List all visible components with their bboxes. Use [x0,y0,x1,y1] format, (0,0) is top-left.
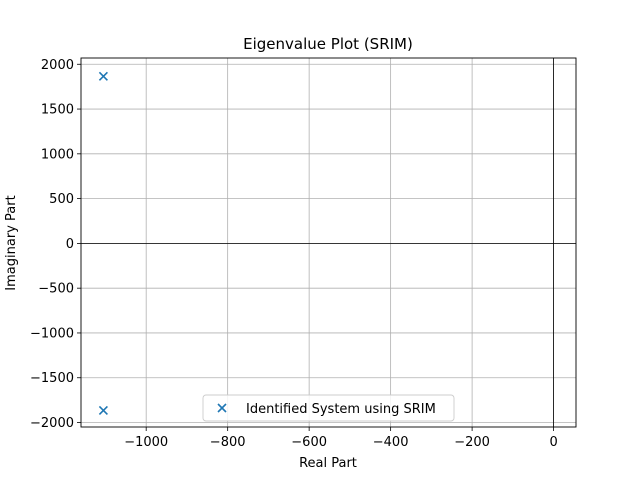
plot-frame [80,57,577,428]
x-marker-stroke [217,403,227,413]
grid-lines [81,58,576,427]
legend-x-marker [217,403,227,413]
y-tick-label: −1000 [30,326,74,341]
x-axis-ticks: −1000 −800 −600 −400 −200 0 [124,427,558,450]
y-tick-label: −2000 [30,416,74,431]
x-tick-label: −200 [454,435,490,450]
legend-marker-x-icon [217,403,227,413]
y-tick-label: 1500 [41,103,74,118]
y-tick-label: 2000 [41,58,74,73]
eigenvalue-point [98,405,108,415]
y-axis-ticks: −2000 −1500 −1000 −500 0 500 1000 1500 2000 [30,58,81,431]
y-axis-label: Imaginary Part [4,195,19,290]
eigenvalue-point [98,71,108,81]
x-tick-label: −1000 [124,435,168,450]
x-tick-label: −600 [291,435,327,450]
y-tick-label: −500 [38,282,74,297]
x-axis-label: Real Part [299,456,357,471]
y-tick-label: −1500 [30,371,74,386]
chart-title: Eigenvalue Plot (SRIM) [243,35,413,53]
zero-lines [81,58,576,427]
x-tick-label: 0 [549,435,557,450]
legend-label: Identified System using SRIM [246,402,436,417]
x-marker-stroke [98,71,108,81]
y-tick-label: 500 [49,192,74,207]
y-tick-label: 1000 [41,147,74,162]
x-tick-label: −800 [210,435,246,450]
x-tick-label: −400 [373,435,409,450]
legend-box [202,394,455,422]
legend: Identified System using SRIM [202,394,455,422]
data-points [98,71,108,415]
x-marker-stroke [98,405,108,415]
y-tick-label: 0 [66,237,74,252]
